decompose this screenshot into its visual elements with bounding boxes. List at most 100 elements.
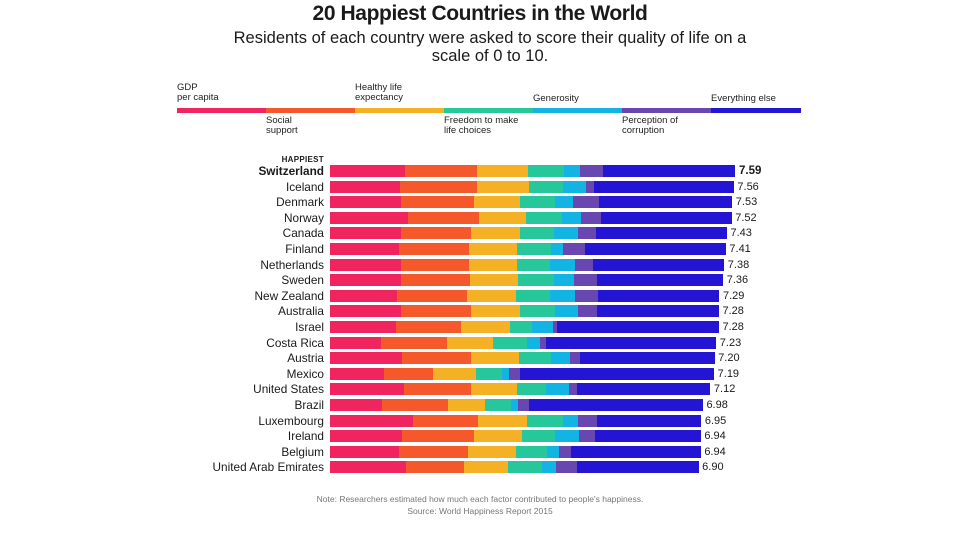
bar-segment	[519, 352, 552, 365]
country-label: Costa Rica	[266, 335, 324, 350]
country-label: Belgium	[281, 444, 324, 459]
bar-segment	[464, 461, 509, 474]
bar-segment	[432, 367, 477, 380]
bar-segment	[551, 352, 571, 365]
country-label: Iceland	[285, 179, 324, 194]
bar-segment	[579, 352, 715, 365]
country-label: United States	[253, 382, 324, 397]
score-label: 6.94	[704, 430, 726, 443]
bar-segment	[478, 211, 527, 224]
bar-segment	[518, 399, 530, 411]
bar-segment	[573, 196, 600, 209]
bar-segment	[597, 414, 702, 427]
bar-segment	[396, 289, 468, 302]
bar-segment	[564, 165, 581, 177]
bar-segment	[330, 243, 400, 255]
bar-segment	[400, 274, 471, 287]
bar-segment	[470, 383, 518, 396]
bar-segment	[578, 227, 597, 240]
country-label: Australia	[278, 304, 324, 319]
legend-swatch	[266, 108, 356, 113]
bar-segment	[526, 336, 541, 349]
bar-segment	[493, 336, 528, 349]
bar-segment	[381, 336, 448, 349]
bar-segment	[529, 399, 703, 411]
bar-segment	[516, 383, 547, 396]
bar-segment	[477, 165, 529, 177]
bar-segment	[568, 383, 577, 396]
score-label: 7.59	[739, 165, 762, 177]
bar-segment	[405, 461, 465, 474]
bar-segment	[586, 180, 594, 193]
bar-segment	[521, 430, 556, 443]
bar-segment	[529, 180, 564, 193]
bar-segment	[600, 211, 732, 224]
score-label: 7.12	[713, 383, 736, 396]
bar-segment	[401, 352, 472, 365]
bar-segment	[555, 461, 577, 474]
bar-segment	[507, 461, 543, 474]
legend-swatch	[444, 108, 534, 113]
bar-segment	[594, 430, 701, 443]
bar-segment	[555, 196, 574, 209]
score-label: 7.36	[726, 274, 749, 287]
bar-segment	[404, 165, 478, 177]
country-label: Norway	[284, 210, 324, 225]
bar-segment	[384, 367, 434, 380]
bar-segment	[330, 336, 382, 349]
bar-segment	[447, 336, 494, 349]
bar-segment	[330, 321, 397, 333]
bar-segment	[413, 414, 479, 427]
bar-segment	[330, 367, 385, 380]
score-label: 6.94	[704, 445, 726, 458]
score-label: 7.43	[730, 227, 752, 240]
bar-segment	[573, 274, 598, 287]
bar-segment	[330, 211, 409, 224]
bar-segment	[461, 321, 511, 333]
bar-segment	[330, 352, 402, 365]
bar-segment	[520, 305, 556, 318]
bar-segment	[520, 196, 556, 209]
bar-segment	[400, 227, 472, 240]
country-label: United Arab Emirates	[212, 460, 324, 475]
legend-label: Generosity	[533, 93, 579, 104]
bar-segment	[554, 430, 580, 443]
bar-segment	[400, 258, 470, 271]
country-label: Denmark	[276, 195, 324, 210]
legend-label: Perception of corruption	[622, 115, 678, 136]
legend-swatch	[355, 108, 445, 113]
bar-segment	[576, 383, 711, 396]
legend-swatch	[622, 108, 712, 113]
happiest-tag: HAPPIEST	[281, 155, 324, 164]
bar-segment	[595, 227, 727, 240]
bar-segment	[401, 430, 475, 443]
legend-swatch	[711, 108, 801, 113]
score-label: 6.95	[704, 414, 727, 427]
bar-segment	[597, 305, 719, 318]
score-label: 6.90	[702, 461, 724, 474]
bar-segment	[577, 414, 598, 427]
score-label: 7.19	[717, 367, 740, 380]
bar-segment	[471, 227, 521, 240]
score-label: 7.56	[737, 180, 759, 193]
country-label: New Zealand	[254, 288, 324, 303]
bar-segment	[330, 196, 402, 209]
bar-segment	[382, 399, 449, 411]
bar-segment	[330, 445, 400, 458]
bar-segment	[469, 243, 518, 255]
bar-segment	[518, 274, 554, 287]
country-label: Switzerland	[258, 164, 324, 178]
score-label: 6.98	[706, 399, 728, 411]
bar-segment	[398, 243, 470, 255]
bar-segment	[555, 305, 579, 318]
country-label: Finland	[285, 242, 324, 256]
bar-segment	[330, 399, 383, 411]
chart-source: Source: World Happiness Report 2015	[407, 506, 553, 516]
legend-label: Social support	[266, 115, 298, 136]
legend-swatch	[177, 108, 267, 113]
bar-segment	[558, 445, 572, 458]
bar-segment	[501, 367, 510, 380]
bar-segment	[484, 399, 512, 411]
bar-segment	[399, 180, 478, 193]
country-label: Ireland	[287, 429, 324, 444]
